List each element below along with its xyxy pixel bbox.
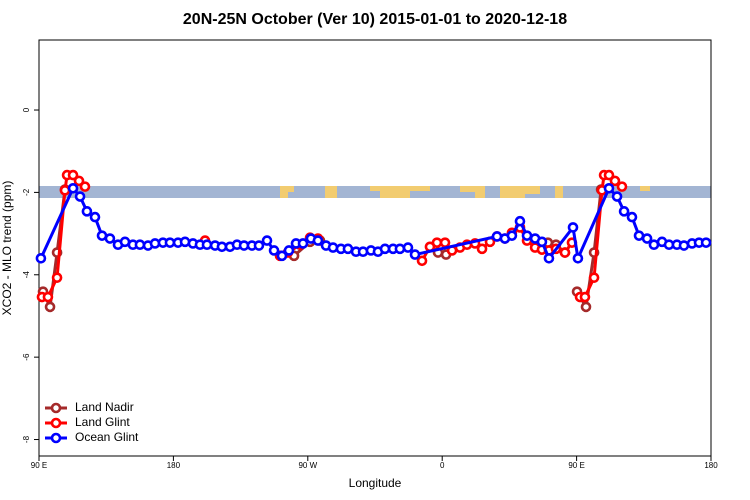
point [579, 291, 591, 303]
point [59, 185, 71, 196]
point [559, 247, 571, 258]
point [514, 215, 526, 227]
x-tick-label: 180 [704, 461, 718, 470]
y-tick-label: -4 [22, 271, 31, 279]
point [603, 169, 615, 181]
y-tick-label: 0 [22, 107, 31, 112]
point [67, 182, 79, 194]
point [439, 237, 451, 248]
x-axis-label: Longitude [349, 476, 402, 490]
point [312, 235, 324, 246]
map-ocean [39, 186, 711, 198]
point [44, 301, 56, 313]
legend-marker [50, 432, 62, 444]
x-tick-label: 90 E [31, 461, 47, 470]
point [201, 239, 213, 251]
x-tick-label: 180 [167, 461, 181, 470]
point [678, 240, 690, 251]
point [626, 211, 638, 223]
x-tick-label: 90 W [298, 461, 317, 470]
point [297, 238, 309, 249]
point [67, 169, 79, 181]
y-tick-label: -8 [22, 435, 31, 443]
y-tick-label: -2 [22, 188, 31, 196]
point [35, 252, 47, 264]
map-land [280, 186, 650, 198]
legend-marker [50, 417, 62, 429]
point [572, 252, 584, 264]
point [253, 240, 265, 251]
point [476, 243, 488, 255]
point [394, 243, 406, 255]
point [618, 206, 630, 217]
point [276, 250, 288, 262]
point [402, 242, 414, 253]
legend-label: Ocean Glint [75, 430, 139, 444]
point [79, 181, 91, 192]
point [641, 233, 653, 244]
y-tick-label: -6 [22, 353, 31, 361]
map-strip [39, 186, 711, 198]
point [42, 291, 54, 303]
point [580, 301, 592, 313]
point [506, 230, 518, 241]
point [51, 272, 63, 283]
point [81, 206, 93, 217]
point [700, 237, 712, 248]
point [283, 245, 295, 256]
chart-title: 20N-25N October (Ver 10) 2015-01-01 to 2… [183, 11, 567, 28]
point [588, 272, 600, 283]
x-tick-label: 90 E [568, 461, 584, 470]
x-tick-label: 0 [440, 461, 445, 470]
legend-label: Land Nadir [75, 400, 134, 414]
point [611, 191, 623, 202]
point [268, 245, 280, 256]
point [74, 191, 86, 202]
point [89, 211, 101, 223]
point [416, 255, 428, 267]
point [536, 236, 548, 248]
point [261, 235, 273, 246]
point [104, 233, 116, 244]
point [134, 239, 146, 251]
point [73, 175, 85, 187]
plot-frame [38, 39, 712, 457]
legend-marker [50, 402, 62, 414]
legend-label: Land Glint [75, 415, 130, 429]
y-axis-label: XCO2 - MLO trend (ppm) [0, 181, 14, 316]
point [609, 175, 621, 187]
point [567, 222, 579, 233]
point [543, 252, 555, 264]
point [603, 182, 615, 194]
point [409, 249, 421, 260]
point [616, 181, 628, 192]
